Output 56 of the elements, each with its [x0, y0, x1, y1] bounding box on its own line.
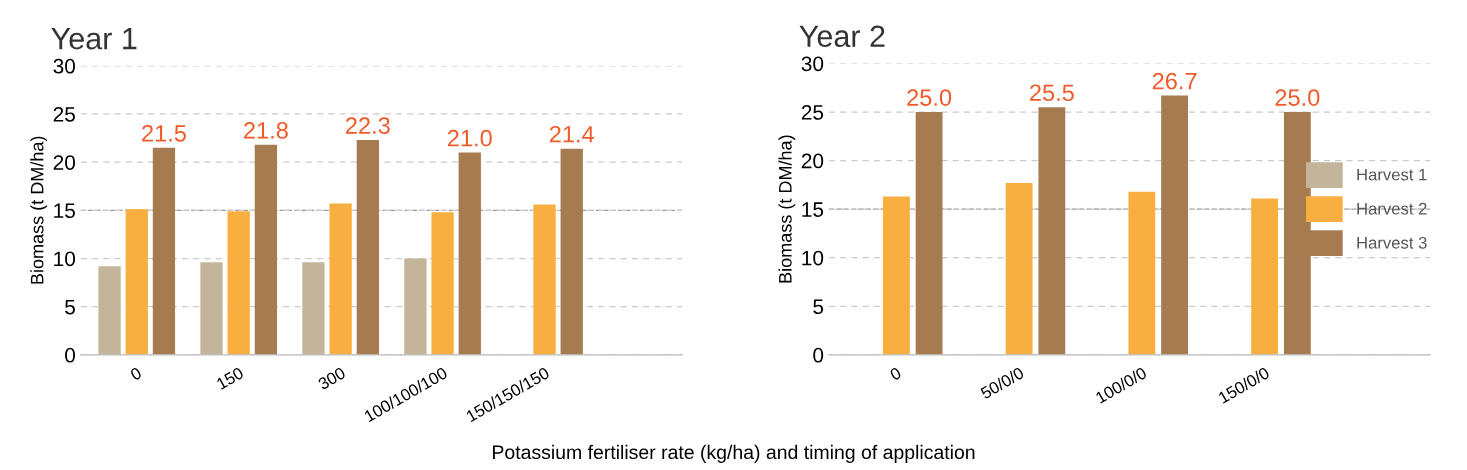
bar [254, 144, 278, 355]
y-tick-label: 25 [801, 105, 824, 120]
legend-label: Harvest 2 [1357, 202, 1427, 215]
y-tick-label: 5 [813, 299, 824, 315]
bar [1038, 107, 1066, 355]
y-tick-label: 10 [802, 250, 824, 266]
bar [560, 148, 583, 355]
bar [533, 204, 556, 355]
y-tick-label: 15 [802, 202, 824, 217]
bar [356, 139, 379, 355]
y-tick-label: 20 [53, 155, 76, 170]
data-label: 21.8 [244, 122, 288, 139]
data-label: 25.5 [1030, 84, 1074, 102]
bar [1251, 198, 1279, 355]
y-tick-label: 20 [801, 153, 824, 169]
y-tick-label: 30 [801, 56, 824, 72]
bar [125, 209, 148, 355]
x-tick-label: 0 [129, 366, 143, 381]
x-tick-label: 0 [889, 366, 902, 381]
y-tick-label: 25 [53, 106, 75, 122]
data-label: 21.5 [142, 124, 186, 142]
bar [1005, 182, 1033, 355]
bar [1128, 191, 1156, 355]
y-axis-title: Biomass (t DM/ha) [778, 135, 796, 283]
data-label: 25.0 [907, 89, 952, 106]
y-tick-label: 30 [53, 58, 76, 74]
bar [302, 262, 325, 355]
legend-label: Harvest 1 [1357, 168, 1427, 181]
data-label: 25.0 [1275, 89, 1320, 106]
chart-title: Year 1 [51, 28, 137, 50]
bar [915, 112, 943, 355]
data-label: 26.7 [1152, 72, 1197, 90]
y-tick-label: 0 [813, 347, 824, 363]
data-label: 21.0 [447, 129, 492, 147]
x-tick-label: 300 [317, 366, 347, 391]
bar [458, 152, 481, 355]
data-label: 21.4 [549, 125, 594, 143]
bar [329, 203, 352, 355]
x-tick-label: 150 [215, 366, 245, 390]
bar [882, 196, 910, 355]
y-axis-title: Biomass (t DM/ha) [30, 136, 48, 284]
bar [152, 147, 176, 355]
bar [1161, 95, 1189, 355]
y-tick-label: 15 [54, 203, 75, 219]
bar [200, 262, 223, 355]
y-tick-label: 0 [65, 347, 76, 363]
bar [431, 212, 454, 355]
chart-title: Year 2 [799, 25, 885, 48]
x-axis-title: Potassium fertiliser rate (kg/ha) and timing of application [493, 444, 975, 463]
bar [404, 258, 427, 355]
legend-label: Harvest 3 [1357, 236, 1427, 249]
data-label: 22.3 [346, 117, 390, 134]
y-tick-label: 10 [54, 251, 76, 267]
bar [98, 266, 121, 355]
bar [227, 211, 250, 355]
y-tick-label: 5 [65, 299, 75, 315]
